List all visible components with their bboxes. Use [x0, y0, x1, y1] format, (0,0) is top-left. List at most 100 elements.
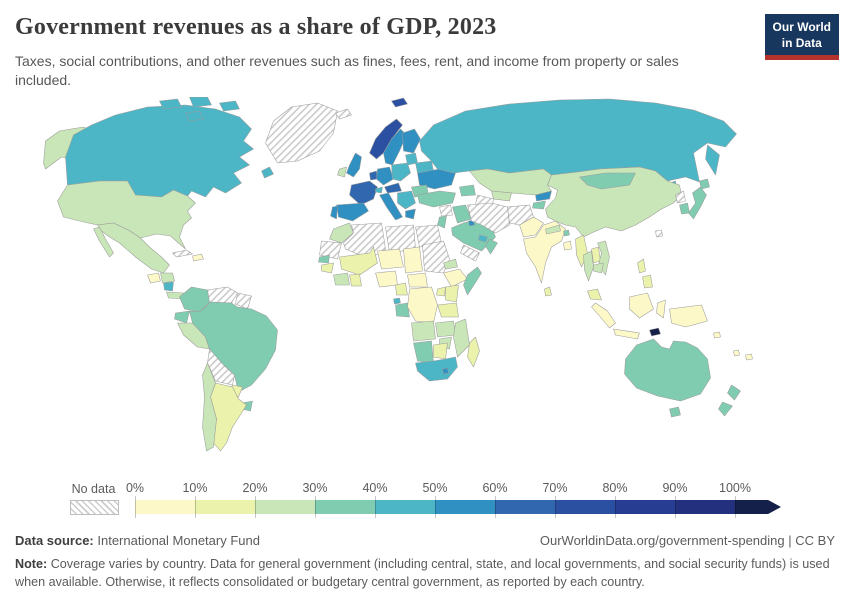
- country-russia-kamchatka[interactable]: Russia: 40-50%: [705, 144, 720, 176]
- country-canada-islands[interactable]: Canada: 40-50%: [185, 110, 204, 122]
- country-malaysia[interactable]: Malaysia: 10-20%: [587, 288, 602, 301]
- country-honduras[interactable]: Honduras: 20-30%: [160, 272, 175, 284]
- country-botswana[interactable]: Botswana: 10-20%: [433, 342, 448, 360]
- country-switzerland[interactable]: Switzerland: 40-50%: [375, 186, 383, 194]
- country-sri-lanka[interactable]: Sri Lanka: 10-20%: [544, 286, 552, 297]
- country-japan[interactable]: Japan: 30-40%: [688, 186, 707, 220]
- legend-segment[interactable]: [675, 500, 735, 514]
- country-mexico-baja[interactable]: Mexico: 20-30%: [93, 226, 114, 258]
- country-japan-hokkaido[interactable]: Japan: 30-40%: [699, 178, 710, 190]
- country-tajikistan[interactable]: Tajikistan: 30-40%: [532, 200, 546, 210]
- country-russia[interactable]: Russia: 40-50%: [419, 98, 737, 183]
- country-usa[interactable]: United States: 20-30%: [57, 180, 196, 250]
- country-ecuador[interactable]: Ecuador: 30-40%: [174, 310, 190, 324]
- country-yemen[interactable]: Yemen: No data: [460, 244, 480, 262]
- country-uk[interactable]: United Kingdom: 50-60%: [346, 152, 362, 178]
- country-indonesia-java[interactable]: Indonesia: 0-10%: [613, 328, 640, 340]
- country-greenland[interactable]: Greenland: No data: [265, 102, 338, 164]
- country-lesotho[interactable]: Lesotho: 50-60%: [442, 367, 449, 375]
- country-canada-newfoundland[interactable]: Canada: 40-50%: [261, 166, 274, 179]
- country-svalbard[interactable]: Svalbard: 70-80%: [391, 97, 408, 108]
- country-mozambique[interactable]: Mozambique: 20-30%: [453, 318, 470, 358]
- country-mali[interactable]: Mali: 10-20%: [339, 246, 378, 276]
- legend-no-data-swatch[interactable]: [70, 500, 119, 515]
- country-gabon-congo[interactable]: Gabon / Congo: 30-40%: [395, 302, 410, 318]
- country-caucasus[interactable]: Caucasus: 30-40%: [459, 184, 476, 197]
- country-namibia[interactable]: Namibia: 30-40%: [413, 340, 434, 364]
- legend-segment[interactable]: [315, 500, 375, 514]
- country-iceland[interactable]: Iceland: No data: [335, 108, 352, 120]
- country-balkans[interactable]: Balkans: 40-50%: [397, 190, 416, 210]
- country-chad[interactable]: Chad: 0-10%: [403, 246, 423, 274]
- country-uae-qatar[interactable]: UAE / Qatar: 40-50%: [478, 234, 488, 243]
- country-syria[interactable]: Syria: No data: [439, 204, 453, 217]
- country-portugal[interactable]: Portugal: 50-60%: [330, 205, 338, 220]
- country-indonesia-sumatra[interactable]: Indonesia: 0-10%: [591, 302, 616, 329]
- country-madagascar[interactable]: Madagascar: 10-20%: [467, 336, 480, 368]
- legend-segment[interactable]: [195, 500, 255, 514]
- country-morocco[interactable]: Morocco: 20-30%: [329, 222, 354, 244]
- country-fiji[interactable]: Fiji: 0-10%: [745, 353, 753, 361]
- country-oman[interactable]: Oman: 30-40%: [485, 238, 498, 255]
- country-ghana[interactable]: Ghana: 10-20%: [349, 273, 362, 287]
- country-mongolia[interactable]: Mongolia: 30-40%: [579, 172, 636, 190]
- country-new-guinea[interactable]: Papua New Guinea: 0-10%: [669, 304, 708, 328]
- country-poland[interactable]: Poland: 40-50%: [391, 162, 411, 182]
- country-kazakhstan[interactable]: Kazakhstan: 20-30%: [469, 168, 552, 196]
- country-somalia[interactable]: Somalia: 30-40%: [463, 266, 482, 296]
- country-australia[interactable]: Australia: 30-40%: [624, 338, 711, 402]
- country-china[interactable]: China: 20-30%: [545, 166, 682, 238]
- country-philippines-south[interactable]: Philippines: 10-20%: [642, 274, 653, 289]
- country-nepal[interactable]: Nepal: 20-30%: [545, 224, 561, 235]
- country-tanzania[interactable]: Tanzania: 10-20%: [437, 302, 459, 318]
- legend-segment[interactable]: [735, 500, 781, 514]
- footer-license[interactable]: CC BY: [795, 533, 835, 548]
- country-south-korea[interactable]: South Korea: 30-40%: [679, 202, 690, 215]
- legend-segment[interactable]: [495, 500, 555, 514]
- country-canada-islands[interactable]: Canada: 40-50%: [219, 100, 240, 112]
- country-india[interactable]: India: 0-10%: [523, 220, 566, 284]
- country-guinea[interactable]: Guinea: 10-20%: [321, 262, 334, 274]
- country-new-zealand-north[interactable]: New Zealand: 30-40%: [727, 384, 741, 401]
- country-indonesia-borneo[interactable]: Indonesia: 0-10%: [629, 292, 654, 319]
- country-mexico[interactable]: Mexico: 20-30%: [97, 222, 170, 274]
- country-canada-islands[interactable]: Canada: 40-50%: [159, 98, 182, 110]
- country-australia-tasmania[interactable]: Australia: 30-40%: [669, 406, 681, 418]
- country-central-african-republic[interactable]: Central African Republic: 0-10%: [407, 272, 428, 288]
- country-cambodia[interactable]: Cambodia: 20-30%: [593, 262, 604, 274]
- country-senegal[interactable]: Senegal: 30-40%: [318, 254, 330, 264]
- country-niger[interactable]: Niger: 0-10%: [377, 248, 404, 270]
- country-vanuatu[interactable]: Vanuatu: 0-10%: [733, 349, 740, 357]
- country-solomon-islands[interactable]: Solomon Islands: 0-10%: [713, 331, 721, 339]
- country-cote-divoire[interactable]: Cote d'Ivoire: 20-30%: [333, 272, 350, 286]
- country-chile[interactable]: Chile: 20-30%: [202, 362, 217, 452]
- country-zambia[interactable]: Zambia: 20-30%: [435, 320, 456, 338]
- country-guatemala[interactable]: Guatemala: 0-10%: [147, 272, 161, 284]
- country-drc[interactable]: Democratic Republic of Congo: 0-10%: [407, 286, 438, 324]
- legend-segment[interactable]: [255, 500, 315, 514]
- country-equatorial-guinea[interactable]: Equatorial Guinea: 40-50%: [393, 297, 401, 305]
- country-france[interactable]: France: 60-70%: [349, 180, 378, 206]
- country-nicaragua[interactable]: Nicaragua: 40-50%: [163, 281, 174, 292]
- country-philippines[interactable]: Philippines: 10-20%: [637, 258, 646, 274]
- country-cameroon[interactable]: Cameroon: 10-20%: [395, 282, 408, 296]
- country-algeria[interactable]: Algeria: No data: [343, 222, 386, 260]
- legend-segment[interactable]: [615, 500, 675, 514]
- footer-link[interactable]: OurWorldinData.org/government-spending: [539, 533, 785, 548]
- country-spain[interactable]: Spain: 50-60%: [336, 202, 369, 222]
- country-new-zealand-south[interactable]: New Zealand: 30-40%: [718, 401, 733, 417]
- country-timor-leste[interactable]: Timor-Leste: >100%: [649, 327, 661, 337]
- country-finland[interactable]: Finland: 50-60%: [402, 128, 421, 154]
- country-germany[interactable]: Germany: 50-60%: [376, 166, 394, 186]
- country-norway[interactable]: Norway: 70-80%: [369, 118, 403, 160]
- legend-segment[interactable]: [555, 500, 615, 514]
- country-bhutan[interactable]: Bhutan: 30-40%: [563, 229, 570, 237]
- country-kyrgyzstan[interactable]: Kyrgyzstan: 50-60%: [535, 190, 552, 202]
- legend-segment[interactable]: [435, 500, 495, 514]
- country-ireland[interactable]: Ireland: 20-30%: [337, 166, 347, 178]
- country-taiwan[interactable]: Taiwan: No data: [655, 229, 663, 238]
- country-israel-jordan[interactable]: Israel / Jordan: 30-40%: [437, 215, 447, 229]
- country-pakistan[interactable]: Pakistan: 0-10%: [519, 216, 544, 238]
- country-greece[interactable]: Greece: 50-60%: [405, 208, 416, 220]
- legend-segment[interactable]: [375, 500, 435, 514]
